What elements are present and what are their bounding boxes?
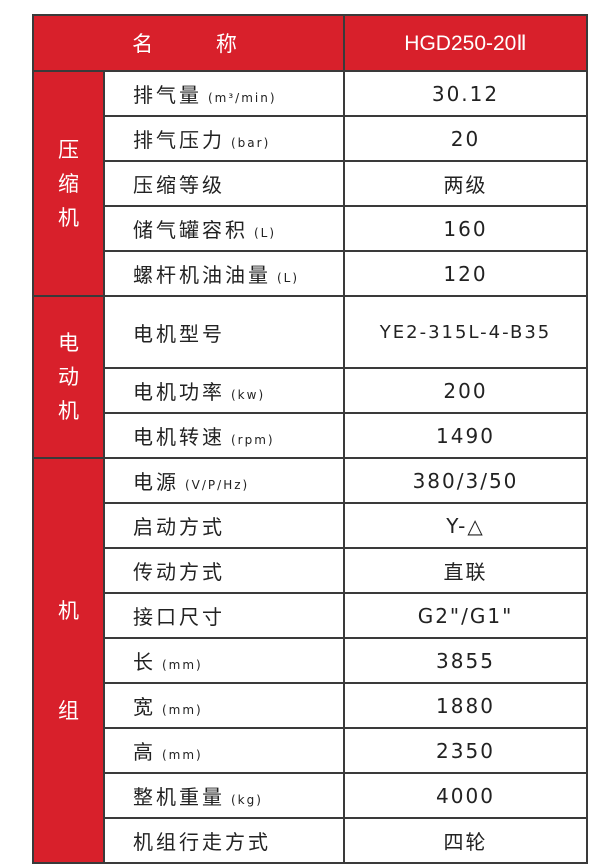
table-row: 长 (mm) 3855 [33,637,588,684]
param-name: 高 [133,740,156,764]
param-value: 20 [343,115,588,162]
table-row: 接口尺寸 G2"/G1" [33,592,588,639]
table-row: 排气压力 (bar) 20 [33,115,588,162]
param-label: 储气罐容积 (L) [103,205,345,252]
table-row: 电机转速 (rpm) 1490 [33,412,588,459]
param-label: 传动方式 [103,547,345,594]
param-value: 两级 [343,160,588,207]
param-label: 接口尺寸 [103,592,345,639]
table-row: 宽 (mm) 1880 [33,682,588,729]
param-value: 四轮 [343,817,588,864]
param-unit: (mm) [162,658,203,672]
param-label: 压缩等级 [103,160,345,207]
param-value: YE2-315L-4-B35 [343,295,588,369]
param-label: 宽 (mm) [103,682,345,729]
param-value: 120 [343,250,588,297]
param-name: 接口尺寸 [133,605,225,629]
param-value: 1490 [343,412,588,459]
table-row: 电动机 电机型号 YE2-315L-4-B35 [32,295,588,459]
table-row: 启动方式 Y-△ [33,502,588,549]
param-label: 整机重量 (kg) [103,772,345,819]
group-label: 电动机 [32,295,105,459]
param-unit: (L) [277,271,300,285]
group-label: 压缩机 [32,70,105,297]
table-row: 整机重量 (kg) 4000 [33,772,588,819]
param-name: 宽 [133,695,156,719]
param-unit: (kw) [231,388,266,402]
table-row: 电机功率 (kw) 200 [33,367,588,414]
param-value: 30.12 [343,70,588,117]
param-label: 启动方式 [103,502,345,549]
table-row: 压缩机 排气量 (m³/min) 30.12 [32,70,588,297]
param-name: 电源 [133,470,179,494]
param-label: 长 (mm) [103,637,345,684]
param-label: 电源 (V/P/Hz) [103,457,345,504]
param-name: 机组行走方式 [133,830,271,854]
param-label: 机组行走方式 [103,817,345,864]
param-label: 电机转速 (rpm) [103,412,345,459]
table-row: 储气罐容积 (L) 160 [33,205,588,252]
table-row: 压缩等级 两级 [33,160,588,207]
group-label-text: 电动机 [58,331,79,423]
param-name: 整机重量 [133,785,225,809]
group-label: 机组 [32,457,105,864]
group-label-text: 压缩机 [58,137,79,230]
param-unit: (kg) [231,793,263,807]
param-name: 电机功率 [133,380,225,404]
param-name: 排气量 [133,83,202,107]
param-value: G2"/G1" [343,592,588,639]
param-name: 螺杆机油油量 [133,263,271,287]
param-name: 电机转速 [133,425,225,449]
table-row: 机组 电源 (V/P/Hz) 380/3/50 [32,457,588,864]
param-unit: (mm) [162,748,203,762]
header-row: 名 称 HGD250-20Ⅱ [32,14,588,72]
param-unit: (L) [254,226,277,240]
param-label: 电机功率 (kw) [103,367,345,414]
table-row: 机组行走方式 四轮 [33,817,588,864]
param-label: 螺杆机油油量 (L) [103,250,345,297]
table-row: 高 (mm) 2350 [33,727,588,774]
param-name: 电机型号 [133,321,225,346]
group-label-text: 机组 [58,598,79,723]
param-label: 排气压力 (bar) [103,115,345,162]
table-row: 传动方式 直联 [33,547,588,594]
table-row: 螺杆机油油量 (L) 120 [33,250,588,297]
param-unit: (bar) [231,136,271,150]
param-name: 启动方式 [133,515,225,539]
param-name: 长 [133,650,156,674]
param-value: 380/3/50 [343,457,588,504]
param-value: 2350 [343,727,588,774]
param-unit: (mm) [162,703,203,717]
param-unit: (rpm) [231,433,275,447]
param-value: Y-△ [343,502,588,549]
param-label: 高 (mm) [103,727,345,774]
param-name: 传动方式 [133,560,225,584]
param-label: 电机型号 [103,295,345,369]
param-value: 160 [343,205,588,252]
param-value: 4000 [343,772,588,819]
param-name: 排气压力 [133,128,225,152]
param-label: 排气量 (m³/min) [103,70,345,117]
param-name: 储气罐容积 [133,218,248,242]
param-unit: (m³/min) [208,91,277,105]
param-unit: (V/P/Hz) [185,478,250,492]
param-value: 直联 [343,547,588,594]
param-value: 200 [343,367,588,414]
header-name: 名 称 [32,14,345,72]
spec-table: 名 称 HGD250-20Ⅱ 压缩机 排气量 (m³/min) 30.12 排气压力 (b… [32,14,588,864]
param-value: 3855 [343,637,588,684]
param-name: 压缩等级 [133,173,225,197]
param-value: 1880 [343,682,588,729]
header-model: HGD250-20Ⅱ [343,14,588,72]
